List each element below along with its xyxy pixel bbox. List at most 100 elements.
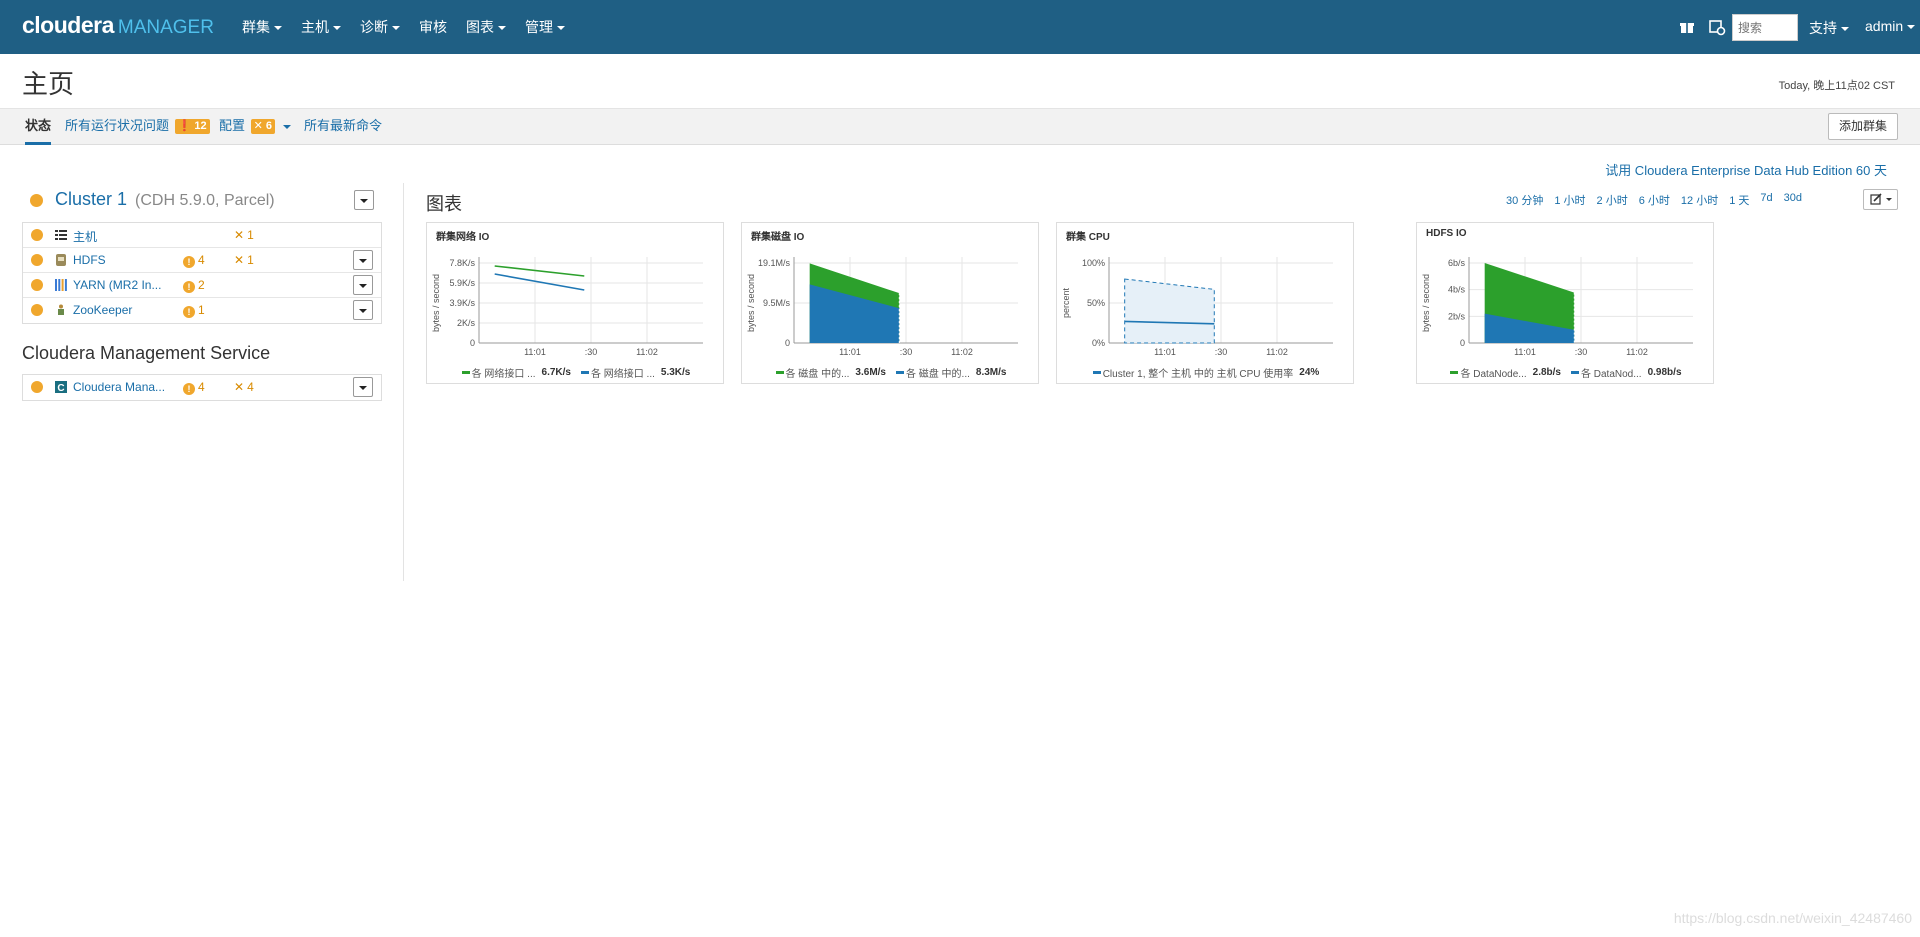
legend-entry[interactable]: 各 DataNod... 0.98b/s [1571, 365, 1682, 380]
legend-swatch [1450, 371, 1459, 374]
config-issues-count[interactable]: ✕ 1 [234, 228, 254, 242]
support-menu[interactable]: 支持 [1809, 18, 1849, 38]
service-actions-dropdown[interactable] [353, 275, 373, 295]
service-row-hosts: 主机 ✕ 1 [23, 223, 381, 248]
y-tick-label: 19.1M/s [758, 258, 791, 268]
svg-text:C: C [57, 383, 64, 393]
cluster-name-link[interactable]: Cluster 1 (CDH 5.9.0, Parcel) [55, 189, 275, 209]
tab-all-health-issues[interactable]: 所有运行状况问题 ❗ 12 [65, 109, 210, 145]
range-2h[interactable]: 2 小时 [1596, 195, 1628, 207]
x-tick-label: :30 [1575, 347, 1588, 357]
service-link-zookeeper[interactable]: ZooKeeper [73, 303, 133, 317]
running-commands-icon[interactable] [1708, 18, 1726, 36]
y-tick-label: 3.9K/s [449, 298, 475, 308]
chart-cluster-disk-io[interactable]: bytes / second 0 9.5M/s 19.1M/s 11:01:30 11:0… [741, 222, 1039, 384]
service-actions-dropdown[interactable] [353, 300, 373, 320]
y-axis-label: bytes / second [431, 274, 441, 332]
watermark: https://blog.csdn.net/weixin_42487460 [1673, 910, 1912, 926]
tab-configuration[interactable]: 配置 ✕ 6 [219, 109, 291, 145]
x-tick-label: :30 [1215, 347, 1228, 357]
config-issues-count[interactable]: ✕ 1 [234, 253, 254, 267]
status-dot [31, 254, 43, 266]
service-actions-dropdown[interactable] [353, 377, 373, 397]
search-input[interactable] [1732, 14, 1798, 41]
x-tick-label: 11:01 [524, 347, 546, 357]
parcel-gift-icon[interactable] [1678, 18, 1696, 36]
hdfs-icon [56, 254, 66, 266]
chart-legend: 各 DataNode... 2.8b/s 各 DataNod... 0.98b/s [1417, 365, 1715, 380]
health-warnings-count[interactable]: ! 4 [183, 253, 205, 268]
warning-icon: ! [183, 281, 195, 293]
legend-entry[interactable]: 各 网络接口 ... 5.3K/s [581, 365, 690, 380]
main-nav: 群集 主机 诊断 审核 图表 管理 [242, 0, 584, 54]
range-30d[interactable]: 30d [1783, 192, 1802, 204]
cluster-header: Cluster 1 (CDH 5.9.0, Parcel) [22, 188, 382, 214]
user-menu[interactable]: admin [1865, 18, 1916, 34]
cloudera-manager-logo[interactable]: cloudera MANAGER [22, 12, 214, 39]
status-dot [31, 304, 43, 316]
chart-hdfs-io[interactable]: bytes / second 0 2b/s 4b/s 6b/s 11:01:30 11:02… [1416, 222, 1714, 384]
nav-hosts[interactable]: 主机 [301, 17, 341, 37]
configuration-link[interactable]: 配置 [219, 118, 246, 133]
nav-audits[interactable]: 审核 [419, 19, 447, 35]
service-link-yarn[interactable]: YARN (MR2 In... [73, 278, 162, 292]
page-title: 主页 [22, 70, 75, 100]
health-warnings-count[interactable]: ! 1 [183, 303, 205, 318]
health-issues-badge: ❗ 12 [174, 119, 210, 135]
add-cluster-button[interactable]: 添加群集 [1827, 113, 1898, 140]
legend-entry[interactable]: 各 磁盘 中的... 3.6M/s [775, 365, 886, 380]
nav-charts[interactable]: 图表 [466, 17, 506, 37]
y-tick-label: 4b/s [1448, 285, 1466, 295]
service-link-hdfs[interactable]: HDFS [73, 253, 106, 267]
range-7d[interactable]: 7d [1760, 192, 1773, 204]
tab-status[interactable]: 状态 [25, 109, 52, 145]
tab-recent-commands[interactable]: 所有最新命令 [304, 109, 382, 145]
range-30m[interactable]: 30 分钟 [1506, 195, 1544, 207]
chart-title: 群集 CPU [1066, 232, 1110, 243]
status-dot [31, 229, 43, 241]
trial-link[interactable]: 试用 Cloudera Enterprise Data Hub Edition … [1605, 163, 1887, 178]
chart-title: 群集网络 IO [436, 232, 490, 243]
service-link-cms[interactable]: Cloudera Mana... [73, 380, 166, 394]
legend-swatch [461, 371, 470, 374]
cluster-actions-dropdown[interactable] [354, 190, 374, 210]
chart-cluster-network-io[interactable]: bytes / second 0 2K/s 3.9K/s 5.9K/s 7.8K/s 11:… [426, 222, 724, 384]
nav-clusters[interactable]: 群集 [242, 17, 282, 37]
edit-charts-dropdown[interactable] [1863, 189, 1898, 210]
service-row-zookeeper: ZooKeeper ! 1 [23, 298, 381, 323]
cms-title: Cloudera Management Service [22, 343, 271, 363]
chart-cluster-cpu[interactable]: percent 0% 50% 100% 11:01:30 11:02 群集 CPU Clu… [1056, 222, 1354, 384]
range-1h[interactable]: 1 小时 [1554, 195, 1586, 207]
x-tick-label: 11:01 [1154, 347, 1176, 357]
service-link-hosts[interactable]: 主机 [73, 230, 98, 244]
range-6h[interactable]: 6 小时 [1638, 195, 1670, 207]
warning-icon: ! [183, 306, 195, 318]
health-warnings-count[interactable]: ! 4 [183, 380, 205, 395]
status-dot [31, 381, 43, 393]
y-tick-label: 0% [1092, 338, 1105, 348]
chart-svg: bytes / second 0 2K/s 3.9K/s 5.9K/s 7.8K/s 11:… [431, 257, 703, 357]
chevron-down-icon [282, 124, 291, 129]
wrench-icon: ✕ [234, 228, 245, 242]
health-issues-link[interactable]: 所有运行状况问题 [65, 118, 170, 133]
nav-diagnostics[interactable]: 诊断 [360, 17, 400, 37]
range-12h[interactable]: 12 小时 [1680, 195, 1719, 207]
service-actions-dropdown[interactable] [353, 250, 373, 270]
health-warnings-count[interactable]: ! 2 [183, 278, 205, 293]
cluster-services-table: 主机 ✕ 1 HDFS ! 4 ✕ 1 YARN (MR2 In... ! 2 ZooK… [22, 222, 382, 324]
hosts-list-icon [55, 230, 67, 240]
legend-entry[interactable]: 各 DataNode... 2.8b/s [1450, 365, 1561, 380]
current-time[interactable]: Today, 晚上11点02 CST [1778, 80, 1895, 92]
config-issues-count[interactable]: ✕ 4 [234, 380, 254, 394]
y-tick-label: 9.5M/s [763, 298, 791, 308]
area-series-blue [809, 284, 900, 343]
recent-commands-link[interactable]: 所有最新命令 [304, 118, 383, 133]
nav-administration[interactable]: 管理 [525, 17, 565, 37]
range-1d[interactable]: 1 天 [1729, 195, 1750, 207]
legend-entry[interactable]: 各 磁盘 中的... 8.3M/s [896, 365, 1006, 380]
legend-entry[interactable]: 各 网络接口 ... 6.7K/s [461, 365, 571, 380]
y-tick-label: 7.8K/s [449, 258, 475, 268]
chart-legend: Cluster 1, 整个 主机 中的 主机 CPU 使用率 24% [1057, 365, 1355, 380]
legend-entry[interactable]: Cluster 1, 整个 主机 中的 主机 CPU 使用率 24% [1092, 365, 1319, 380]
service-row-cms: C Cloudera Mana... ! 4 ✕ 4 [23, 375, 381, 400]
